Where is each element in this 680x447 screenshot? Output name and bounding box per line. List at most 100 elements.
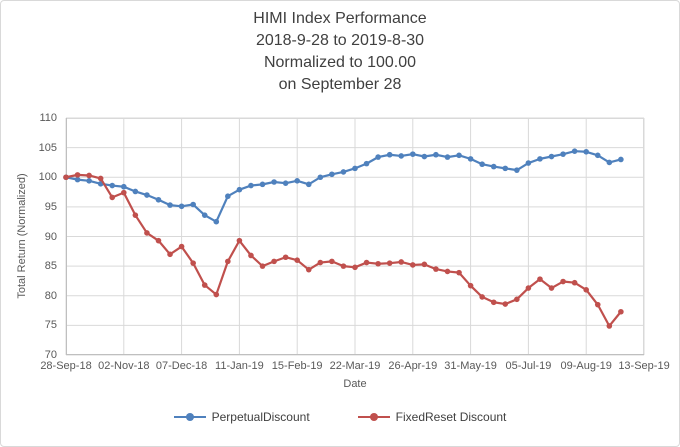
data-point (548, 153, 555, 160)
data-point (456, 152, 462, 159)
data-point (398, 259, 405, 265)
data-point (225, 193, 231, 200)
y-tick-label: 75 (44, 319, 57, 332)
data-point (386, 260, 393, 266)
data-point (86, 178, 92, 184)
data-point (560, 151, 566, 157)
data-point (178, 243, 185, 250)
data-point (271, 179, 277, 185)
data-point (190, 201, 196, 208)
data-point (433, 151, 439, 158)
data-point (248, 182, 254, 189)
data-point (144, 230, 150, 236)
data-point (329, 171, 335, 178)
data-point (594, 152, 601, 159)
data-point (421, 153, 428, 160)
data-point (225, 258, 231, 265)
data-point (583, 287, 589, 293)
y-tick-label: 85 (44, 260, 57, 273)
data-point (109, 194, 116, 201)
data-point (537, 276, 543, 282)
data-point (514, 167, 520, 173)
data-point (236, 237, 243, 244)
data-point (155, 237, 162, 244)
data-point (259, 181, 266, 188)
data-point (63, 174, 69, 181)
data-point (317, 259, 324, 266)
data-point (305, 266, 312, 273)
plot-area (63, 117, 645, 356)
data-point (467, 156, 474, 162)
data-point (363, 160, 370, 167)
data-point (490, 163, 497, 170)
data-point (502, 301, 509, 307)
y-tick-label: 105 (38, 141, 57, 154)
data-point (525, 160, 532, 166)
x-tick-label: 13-Sep-19 (618, 360, 670, 372)
y-tick-label: 100 (38, 171, 57, 184)
y-tick-label: 90 (44, 230, 57, 243)
data-point (213, 291, 220, 298)
data-point (305, 181, 312, 188)
x-axis-title: Date (343, 378, 367, 390)
data-point (236, 186, 243, 193)
data-point (282, 180, 289, 186)
legend-item-perpetual-discount: PerpetualDiscount (173, 410, 310, 424)
x-tick-label: 31-May-19 (444, 360, 497, 372)
x-tick-label: 11-Jan-19 (215, 360, 264, 372)
data-point (201, 212, 208, 218)
data-point (352, 165, 358, 172)
x-tick-label: 28-Sep-18 (40, 360, 92, 372)
data-point (97, 175, 104, 182)
legend-label: PerpetualDiscount (211, 410, 310, 424)
data-point (490, 299, 497, 306)
data-point (548, 285, 555, 291)
data-point (340, 263, 347, 269)
x-tick-label: 09-Aug-19 (560, 360, 612, 372)
data-point (144, 192, 150, 198)
legend-line-marker-blue (173, 413, 206, 421)
data-point (201, 282, 208, 288)
data-point (571, 148, 578, 154)
data-point (433, 266, 439, 272)
data-point (467, 282, 474, 289)
data-point (375, 154, 381, 160)
y-tick-label: 70 (44, 349, 57, 361)
data-point (363, 259, 370, 266)
data-point (74, 172, 81, 178)
data-point (525, 285, 532, 291)
data-point (74, 176, 81, 183)
y-tick-label: 110 (39, 112, 57, 124)
data-point (317, 174, 324, 181)
data-point (178, 203, 185, 210)
data-point (386, 151, 393, 158)
x-tick-label: 07-Dec-18 (155, 360, 208, 372)
data-point (606, 159, 613, 166)
data-point (248, 252, 254, 259)
data-point (398, 153, 405, 159)
legend-line-marker-red (357, 413, 390, 421)
data-point (606, 323, 613, 329)
data-point (444, 154, 451, 160)
data-point (583, 148, 589, 155)
series-line-perpetualdiscount (65, 150, 622, 223)
data-point (86, 172, 92, 179)
data-point (109, 182, 116, 189)
data-point (132, 188, 139, 195)
data-point (375, 260, 381, 267)
legend-item-fixedreset-discount: FixedReset Discount (357, 410, 506, 424)
data-point (121, 189, 127, 196)
data-point (479, 294, 485, 300)
data-point (479, 161, 485, 168)
data-point (259, 263, 266, 269)
data-point (571, 279, 578, 286)
data-point (618, 308, 624, 315)
series-line-fixedreset-discount (65, 173, 622, 328)
x-tick-label: 15-Feb-19 (271, 360, 323, 372)
data-point (514, 296, 520, 303)
data-point (502, 165, 509, 172)
data-point (167, 251, 173, 258)
chart-title-line-1: HIMI Index Performance (253, 10, 427, 27)
x-tick-label: 05-Jul-19 (505, 360, 552, 372)
